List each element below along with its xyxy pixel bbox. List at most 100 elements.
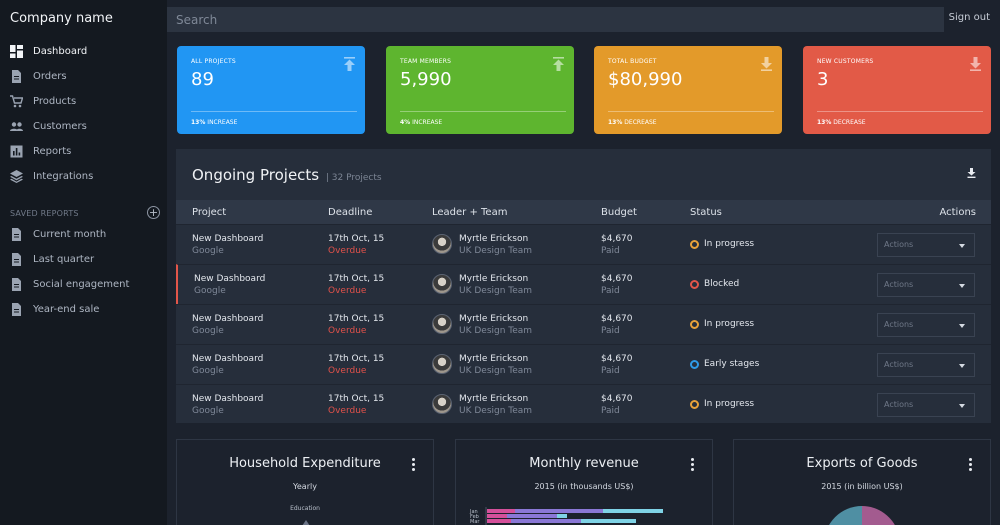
chart-axis-label: Education — [290, 505, 320, 512]
saved-report-label: Current month — [33, 229, 107, 240]
column-header[interactable]: Actions — [939, 207, 976, 218]
deadline-cell: 17th Oct, 15 Overdue — [328, 354, 385, 376]
sign-out-link[interactable]: Sign out — [948, 12, 990, 23]
project-cell: New Dashboard Google — [194, 274, 266, 296]
status-badge: In progress — [690, 239, 754, 249]
projects-count: | 32 Projects — [325, 173, 382, 183]
plus-icon: + — [148, 206, 159, 219]
saved-report-social-engagement[interactable]: Social engagement — [0, 272, 167, 297]
avatar — [432, 234, 452, 254]
sidebar-item-label: Dashboard — [33, 46, 88, 57]
actions-dropdown[interactable]: Actions — [877, 233, 975, 257]
widget-household-expenditure: Household Expenditure Yearly Education — [176, 439, 434, 525]
actions-dropdown[interactable]: Actions — [877, 313, 975, 337]
budget-cell: $4,670 Paid — [601, 274, 633, 296]
deadline-cell: 17th Oct, 15 Overdue — [328, 394, 385, 416]
column-header[interactable]: Leader + Team — [432, 207, 508, 218]
add-report-button[interactable]: + — [147, 206, 160, 219]
saved-report-current-month[interactable]: Current month — [0, 222, 167, 247]
divider — [817, 111, 983, 112]
saved-report-year-end-sale[interactable]: Year-end sale — [0, 297, 167, 322]
widget-subtitle: 2015 (in billion US$) — [821, 482, 903, 491]
budget-cell: $4,670 Paid — [601, 314, 633, 336]
divider — [400, 111, 566, 112]
stat-card-all-projects[interactable]: ALL PROJECTS 89 — [177, 46, 365, 134]
avatar — [432, 394, 452, 414]
table-row[interactable]: New Dashboard Google 17th Oct, 15 Overdue … — [176, 344, 991, 384]
sidebar-item-label: Reports — [33, 146, 72, 157]
upload-icon — [344, 57, 355, 71]
more-options-icon[interactable] — [969, 458, 972, 473]
table-row[interactable]: New Dashboard Google 17th Oct, 15 Overdue … — [176, 224, 991, 264]
saved-report-label: Year-end sale — [33, 304, 100, 315]
deadline-cell: 17th Oct, 15 Overdue — [328, 314, 385, 336]
dashboard-icon — [10, 45, 23, 58]
search-input[interactable] — [167, 7, 944, 32]
sidebar-item-label: Products — [33, 96, 77, 107]
saved-reports-heading: SAVED REPORTS — [10, 209, 79, 218]
table-row[interactable]: New Dashboard Google 17th Oct, 15 Overdue … — [176, 264, 991, 304]
caret-down-icon — [959, 364, 965, 368]
document-icon — [10, 253, 23, 266]
column-header[interactable]: Status — [690, 207, 722, 218]
document-icon — [10, 228, 23, 241]
deadline-cell: 17th Oct, 15 Overdue — [328, 234, 385, 256]
status-dot — [690, 399, 699, 409]
widget-subtitle: 2015 (in thousands US$) — [534, 482, 634, 491]
actions-dropdown[interactable]: Actions — [877, 393, 975, 417]
sidebar-item-customers[interactable]: Customers — [0, 114, 167, 139]
stat-label: ALL PROJECTS — [191, 58, 236, 65]
stat-card-team-members[interactable]: TEAM MEMBERS 5,990 — [386, 46, 574, 134]
download-icon — [970, 57, 981, 71]
leader-cell: Myrtle Erickson UK Design Team — [459, 274, 533, 296]
widget-subtitle: Yearly — [293, 482, 317, 491]
table-row[interactable]: New Dashboard Google 17th Oct, 15 Overdue … — [176, 384, 991, 424]
sidebar-item-label: Customers — [33, 121, 87, 132]
stat-card-new-customers[interactable]: NEW CUSTOMERS 3 — [803, 46, 991, 134]
more-options-icon[interactable] — [412, 458, 415, 473]
table-row[interactable]: New Dashboard Google 17th Oct, 15 Overdue … — [176, 304, 991, 344]
caret-down-icon — [959, 244, 965, 248]
sidebar-item-products[interactable]: Products — [0, 89, 167, 114]
stat-label: NEW CUSTOMERS — [817, 58, 874, 65]
company-name[interactable]: Company name — [0, 0, 167, 38]
saved-report-last-quarter[interactable]: Last quarter — [0, 247, 167, 272]
column-header[interactable]: Budget — [601, 207, 637, 218]
stat-change: 13% DECREASE — [817, 119, 866, 126]
project-cell: New Dashboard Google — [192, 314, 264, 336]
sidebar-item-dashboard[interactable]: Dashboard — [0, 39, 167, 64]
sidebar-item-reports[interactable]: Reports — [0, 139, 167, 164]
stacked-bar-chart: Jan Feb Mar — [469, 507, 663, 525]
sidebar-item-orders[interactable]: Orders — [0, 64, 167, 89]
actions-dropdown[interactable]: Actions — [877, 353, 975, 377]
project-cell: New Dashboard Google — [192, 354, 264, 376]
sidebar-item-label: Orders — [33, 71, 67, 82]
pie-chart — [829, 506, 895, 525]
download-icon[interactable] — [967, 168, 976, 178]
widget-title: Monthly revenue — [529, 456, 639, 471]
saved-report-label: Last quarter — [33, 254, 95, 265]
stat-value: 3 — [817, 69, 829, 90]
svg-text:Mar: Mar — [470, 519, 480, 525]
divider — [191, 111, 357, 112]
document-icon — [10, 70, 23, 83]
budget-cell: $4,670 Paid — [601, 234, 633, 256]
stat-change: 13% DECREASE — [608, 119, 657, 126]
sidebar-item-integrations[interactable]: Integrations — [0, 164, 167, 189]
leader-cell: Myrtle Erickson UK Design Team — [459, 354, 533, 376]
widget-title: Exports of Goods — [806, 456, 918, 471]
column-header[interactable]: Deadline — [328, 207, 373, 218]
stat-value: 5,990 — [400, 69, 452, 90]
stat-value: $80,990 — [608, 69, 683, 90]
status-badge: Early stages — [690, 359, 759, 369]
users-icon — [10, 120, 23, 133]
more-options-icon[interactable] — [691, 458, 694, 473]
actions-dropdown[interactable]: Actions — [877, 273, 975, 297]
column-header[interactable]: Project — [192, 207, 227, 218]
stat-card-total-budget[interactable]: TOTAL BUDGET $80,990 — [594, 46, 782, 134]
stat-value: 89 — [191, 69, 214, 90]
layers-icon — [10, 170, 23, 183]
leader-cell: Myrtle Erickson UK Design Team — [459, 394, 533, 416]
download-icon — [761, 57, 772, 71]
status-dot — [690, 359, 699, 369]
